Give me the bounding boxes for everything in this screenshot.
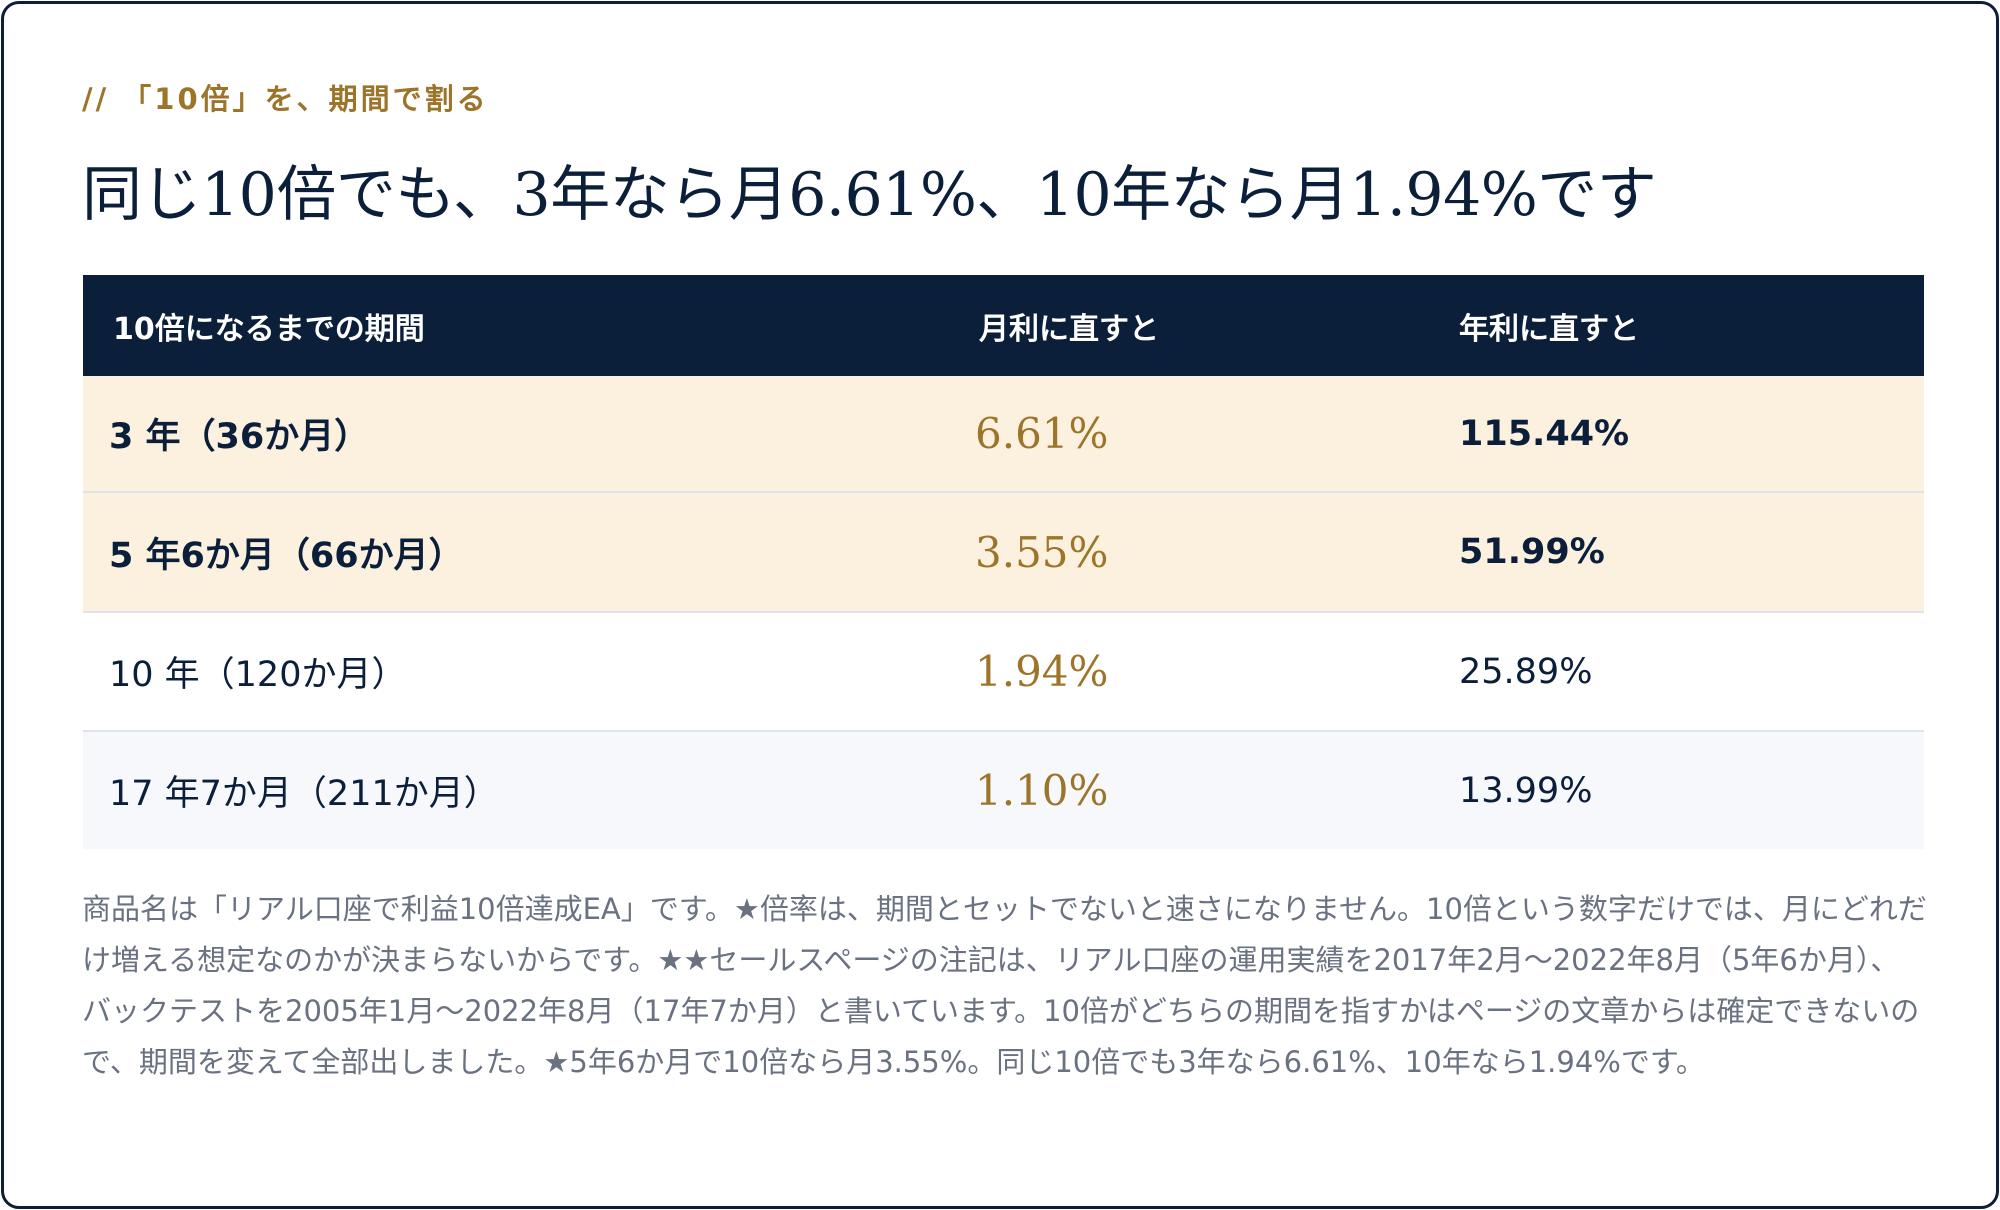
period-cell: 3 年（36か月） (109, 417, 370, 457)
monthly-rate-cell: 6.61% (975, 409, 1109, 458)
header-annual: 年利に直すと (1459, 311, 1639, 347)
footnote-text: 商品名は「リアル口座で利益10倍達成EA」です。★倍率は、期間とセットでないと速… (82, 892, 1927, 1079)
annual-rate-cell: 25.89% (1459, 651, 1593, 692)
monthly-rate-cell: 3.55% (975, 527, 1109, 577)
table-row: 10 年（120か月） 1.94% 25.89% (83, 611, 1924, 730)
annual-rate-cell: 115.44% (1459, 413, 1630, 454)
annual-rate-cell: 13.99% (1459, 770, 1593, 811)
period-cell: 17 年7か月（211か月） (109, 774, 499, 814)
table-row: 3 年（36か月） 6.61% 115.44% (83, 376, 1924, 491)
monthly-rate-cell: 1.94% (975, 647, 1109, 696)
table-header: 10倍になるまでの期間 月利に直すと 年利に直すと (83, 275, 1924, 376)
monthly-rate-cell: 1.10% (975, 766, 1109, 815)
table-row: 17 年7か月（211か月） 1.10% 13.99% (83, 730, 1924, 849)
annual-rate-cell: 51.99% (1459, 532, 1605, 572)
header-period: 10倍になるまでの期間 (113, 311, 425, 347)
period-cell: 10 年（120か月） (109, 655, 407, 695)
eyebrow-label: // 「10倍」を、期間で割る (82, 82, 489, 116)
table-row: 5 年6か月（66か月） 3.55% 51.99% (83, 491, 1924, 611)
period-cell: 5 年6か月（66か月） (109, 535, 464, 576)
header-monthly: 月利に直すと (979, 311, 1159, 347)
page-title: 同じ10倍でも、3年なら月6.61%、10年なら月1.94%です (82, 160, 1657, 230)
period-rate-table: 10倍になるまでの期間 月利に直すと 年利に直すと 3 年（36か月） 6.61… (83, 275, 1924, 849)
